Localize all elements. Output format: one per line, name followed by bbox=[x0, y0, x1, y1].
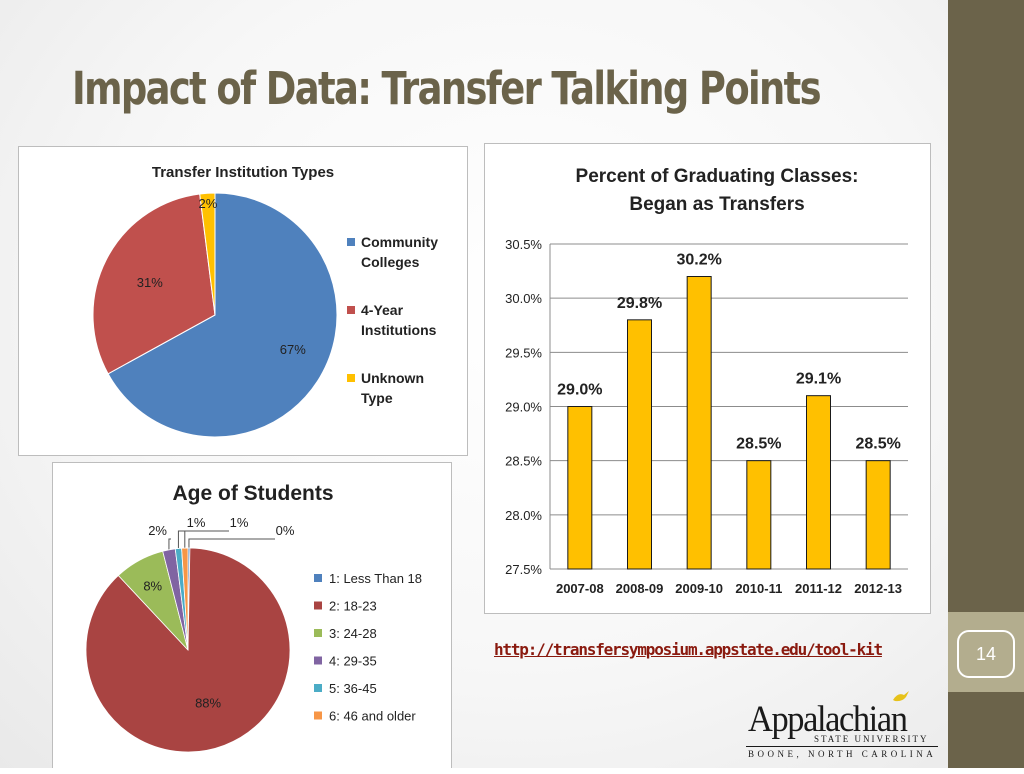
bar bbox=[865, 460, 891, 570]
leader-line bbox=[168, 538, 171, 550]
slice-label: 67% bbox=[280, 342, 306, 357]
leader-line bbox=[177, 530, 186, 549]
leader-line bbox=[184, 530, 229, 549]
legend-label: 1: Less Than 18 bbox=[329, 571, 422, 586]
slice-label: 0% bbox=[276, 523, 295, 538]
transfer-pie-svg: Transfer Institution Types 67% 31% 2% Comm… bbox=[92, 164, 438, 438]
bird-icon bbox=[893, 691, 909, 702]
legend-label: Institutions bbox=[361, 322, 437, 338]
legend-label: 4-Year bbox=[361, 302, 404, 318]
y-tick-label: 30.5% bbox=[505, 237, 542, 252]
bar bbox=[627, 319, 652, 570]
side-band-bottom bbox=[948, 692, 1024, 768]
legend-swatch bbox=[314, 601, 322, 610]
transfer-institution-chart: Transfer Institution Types 67% 31% 2% Comm… bbox=[18, 146, 468, 456]
y-tick-label: 28.0% bbox=[505, 508, 542, 523]
bar-value-label: 28.5% bbox=[855, 436, 900, 453]
bar-chart-svg: Percent of Graduating Classes: Began as … bbox=[505, 166, 908, 596]
legend-label: Community bbox=[361, 234, 438, 250]
bar-value-label: 29.0% bbox=[557, 382, 602, 399]
legend-swatch bbox=[347, 306, 355, 314]
x-tick-label: 2008-09 bbox=[616, 581, 664, 596]
y-tick-label: 28.5% bbox=[505, 454, 542, 469]
chart-title: Age of Students bbox=[173, 482, 334, 505]
pie-slice bbox=[199, 192, 216, 316]
age-of-students-chart: Age of Students 88% 8% 2% 1% 1% 0% 1: Less Th… bbox=[52, 462, 452, 768]
logo-divider bbox=[746, 746, 938, 747]
legend-label: 5: 36-45 bbox=[329, 681, 377, 696]
legend-swatch bbox=[314, 711, 322, 720]
leader-line bbox=[188, 538, 275, 549]
y-tick-label: 29.5% bbox=[505, 345, 542, 360]
bar bbox=[806, 395, 831, 570]
logo-subtitle: STATE UNIVERSITY bbox=[814, 734, 929, 744]
chart-subtitle: Began as Transfers bbox=[629, 194, 804, 215]
page-number: 14 bbox=[957, 630, 1015, 678]
bar-value-label: 30.2% bbox=[676, 252, 721, 269]
x-tick-label: 2011-12 bbox=[795, 581, 842, 596]
slice-label: 1% bbox=[230, 515, 249, 530]
chart-title: Transfer Institution Types bbox=[152, 164, 334, 181]
logo-wordmark: Appalachian bbox=[748, 699, 908, 740]
slice-label: 88% bbox=[195, 695, 221, 710]
slice-label: 31% bbox=[137, 275, 163, 290]
x-tick-label: 2007-08 bbox=[556, 581, 604, 596]
bar bbox=[746, 460, 772, 570]
slice-label: 1% bbox=[187, 515, 206, 530]
bar bbox=[567, 406, 593, 570]
legend-label: Unknown bbox=[361, 370, 424, 386]
bar bbox=[686, 276, 712, 570]
legend-swatch bbox=[314, 574, 322, 582]
legend-label: Type bbox=[361, 390, 393, 406]
graduating-classes-chart: Percent of Graduating Classes: Began as … bbox=[484, 143, 931, 614]
y-tick-label: 29.0% bbox=[505, 400, 542, 415]
logo-location: BOONE, NORTH CAROLINA bbox=[748, 749, 937, 759]
slide-title: Impact of Data: Transfer Talking Points bbox=[72, 62, 822, 115]
slice-label: 8% bbox=[143, 579, 162, 594]
legend-label: 4: 29-35 bbox=[329, 654, 377, 669]
legend-swatch bbox=[314, 629, 322, 637]
toolkit-link[interactable]: http://transfersymposium.appstate.edu/to… bbox=[494, 640, 883, 659]
x-tick-label: 2009-10 bbox=[675, 581, 723, 596]
appalachian-logo: Appalachian STATE UNIVERSITY BOONE, NORT… bbox=[742, 690, 942, 762]
chart-title: Percent of Graduating Classes: bbox=[576, 166, 859, 187]
y-tick-label: 27.5% bbox=[505, 562, 542, 577]
legend-swatch bbox=[314, 656, 322, 665]
pie-slice bbox=[92, 193, 216, 375]
bar-value-label: 29.8% bbox=[617, 295, 662, 312]
legend-swatch bbox=[347, 374, 355, 382]
y-tick-label: 30.0% bbox=[505, 291, 542, 306]
pie-slice bbox=[107, 192, 338, 438]
bar-value-label: 28.5% bbox=[736, 436, 781, 453]
slice-label: 2% bbox=[199, 196, 218, 211]
side-band-accent bbox=[948, 612, 1024, 692]
age-pie-svg: Age of Students 88% 8% 2% 1% 1% 0% 1: Less Th… bbox=[85, 482, 422, 753]
x-tick-label: 2012-13 bbox=[854, 581, 902, 596]
legend-swatch bbox=[314, 684, 322, 692]
legend-label: 3: 24-28 bbox=[329, 626, 377, 641]
legend-label: 6: 46 and older bbox=[329, 709, 416, 724]
legend-label: 2: 18-23 bbox=[329, 599, 377, 614]
slice-label: 2% bbox=[148, 523, 167, 538]
pie-slice bbox=[181, 547, 189, 651]
bar-value-label: 29.1% bbox=[796, 371, 841, 388]
legend-label: Colleges bbox=[361, 254, 420, 270]
legend-swatch bbox=[347, 238, 355, 246]
x-tick-label: 2010-11 bbox=[735, 581, 782, 596]
